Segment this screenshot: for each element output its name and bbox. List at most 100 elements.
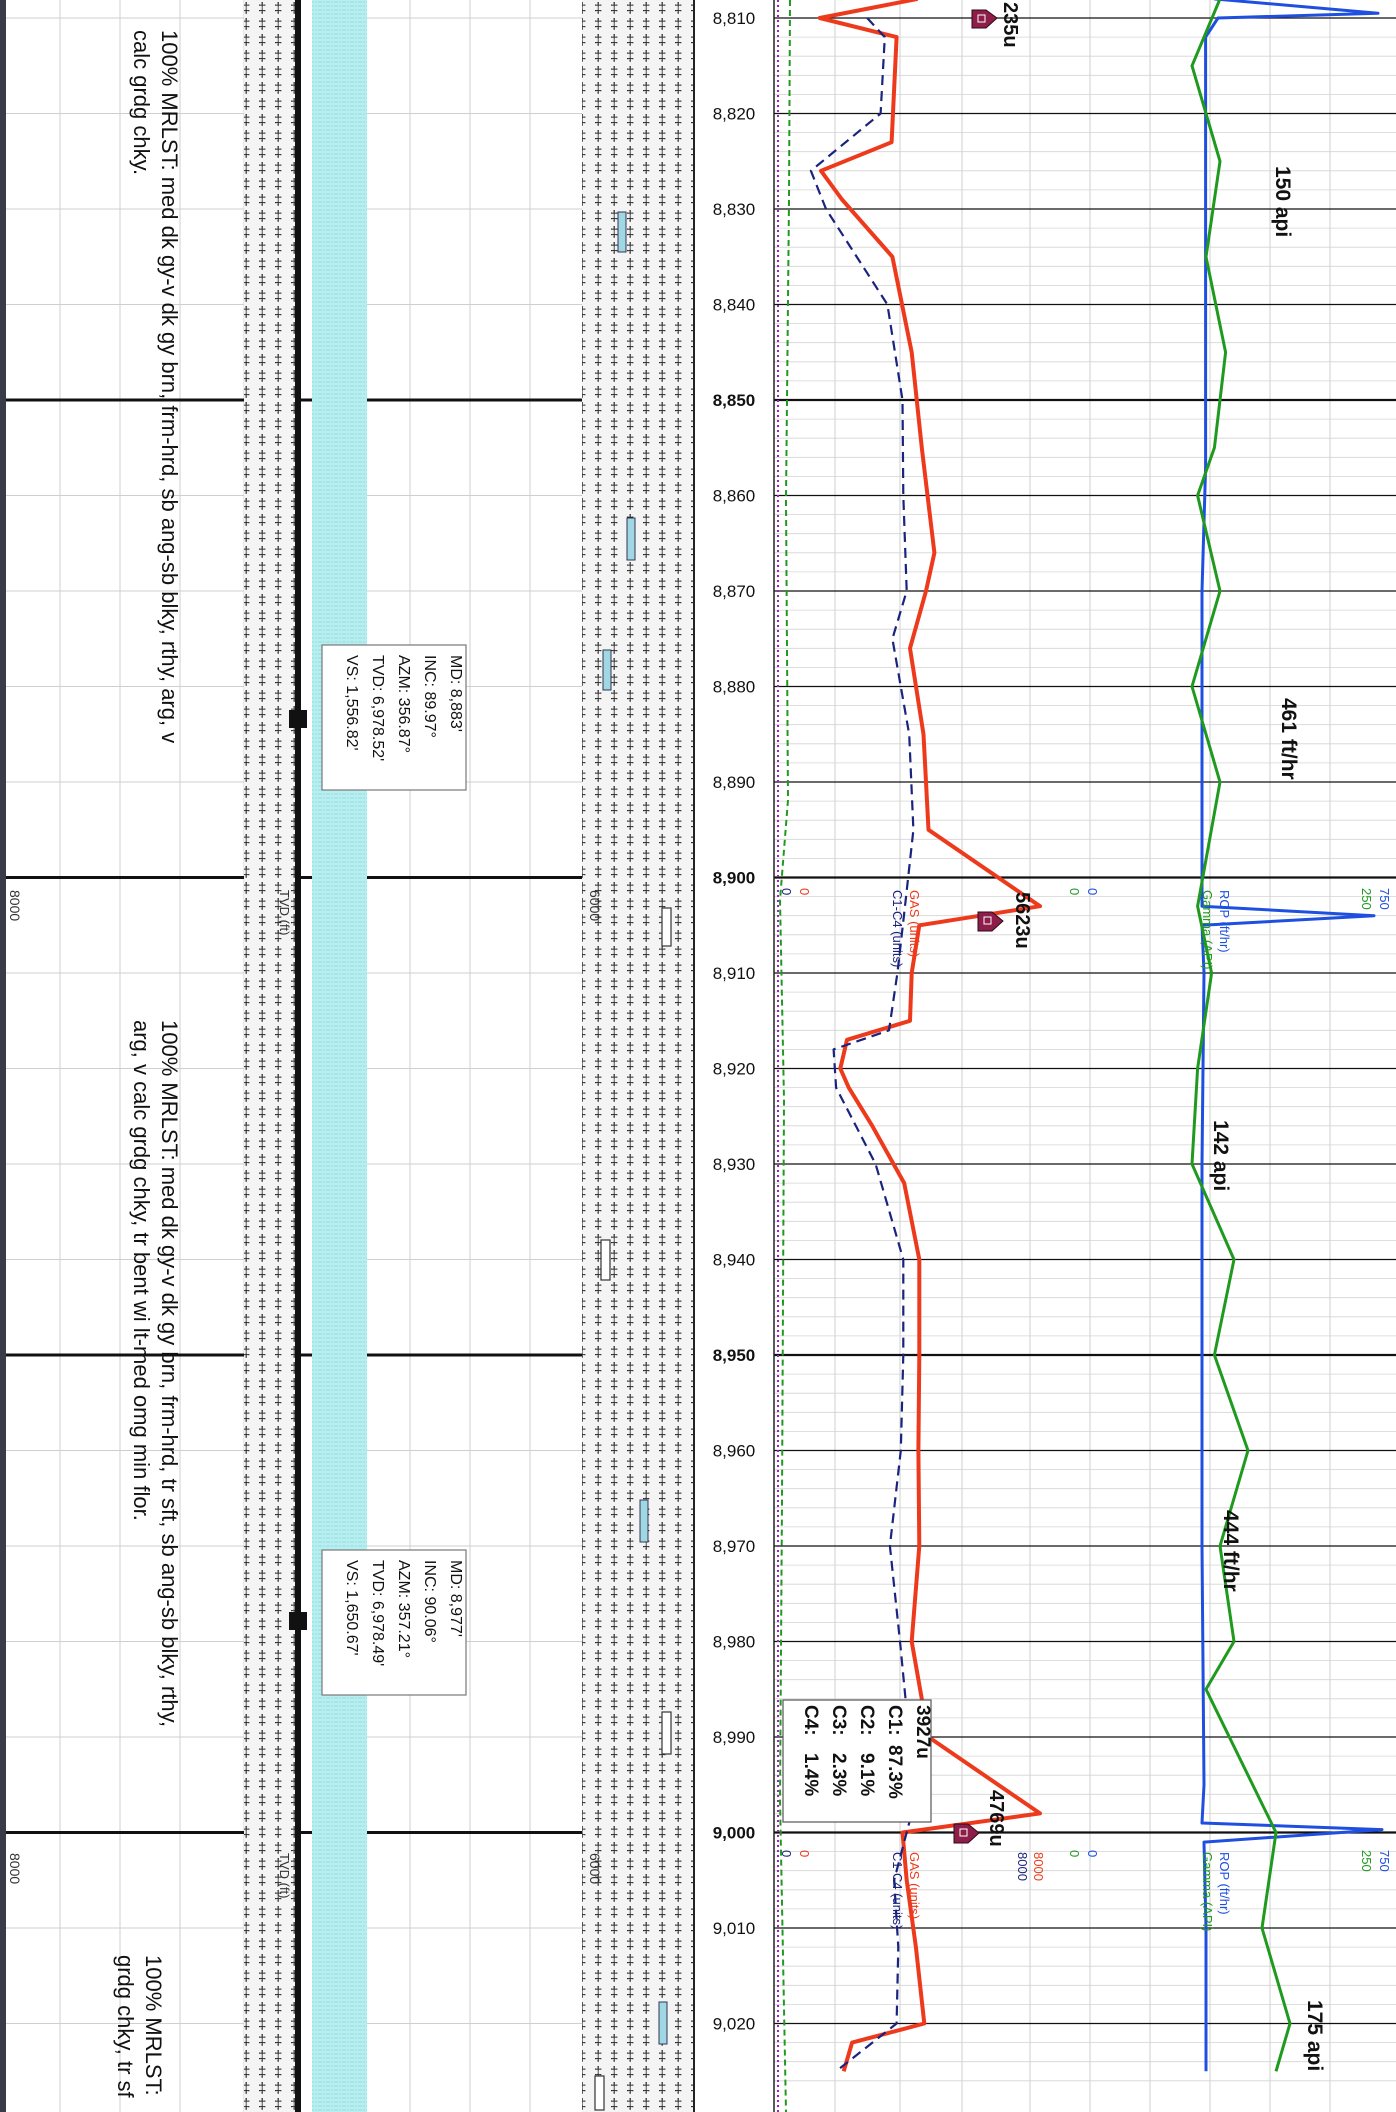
svg-text:TVD (ft): TVD (ft) (277, 1853, 292, 1899)
svg-text:0: 0 (779, 1850, 794, 1857)
svg-text:arg, v calc grdg chky, tr bent: arg, v calc grdg chky, tr bent wi lt-med… (129, 1020, 154, 1521)
accessory-icon (658, 2001, 668, 2045)
svg-text:ROP (ft/hr): ROP (ft/hr) (1217, 1852, 1232, 1915)
svg-text:0: 0 (1085, 888, 1100, 895)
svg-text:C1-C4 (units): C1-C4 (units) (890, 890, 905, 967)
survey-marker-icon (289, 710, 307, 728)
wellbore-cyan-band (312, 0, 367, 2112)
lithology-description-1: 100% MRLST: med dk gy-v dk gy brn, frm-h… (129, 30, 182, 743)
svg-text:750: 750 (1377, 888, 1392, 910)
lithology-description-3: 100% MRLST: grdg chky, tr sf (113, 1955, 166, 2099)
text-layer: 100% MRLST: med dk gy-v dk gy brn, frm-h… (7, 2, 1392, 2099)
svg-text:C3:: C3: (828, 1705, 849, 1736)
lithology-column-right (582, 0, 694, 2112)
log-curves (777, 0, 1384, 2112)
gas-curve (817, 0, 1042, 2072)
depth-label: 8,960 (713, 1442, 756, 1461)
svg-text:8000: 8000 (7, 1853, 23, 1884)
gas-peak-label: 235u (999, 2, 1021, 48)
svg-text:MD: 8,977': MD: 8,977' (447, 1560, 464, 1637)
gamma-annotation: 175 api (1303, 2000, 1326, 2071)
rop-annotation: 461 ft/hr (1277, 698, 1300, 780)
depth-label: 8,970 (713, 1537, 756, 1556)
depth-label: 8,870 (713, 582, 756, 601)
depth-label: 9,000 (713, 1824, 756, 1843)
depth-label: 8,980 (713, 1633, 756, 1652)
svg-text:6000: 6000 (587, 890, 603, 921)
accessory-icon (602, 649, 612, 691)
svg-text:100% MRLST: med dk gy-v dk gy: 100% MRLST: med dk gy-v dk gy brn, frm-h… (157, 1020, 182, 1727)
depth-label: 8,950 (713, 1346, 756, 1365)
svg-text:3927u: 3927u (912, 1705, 933, 1759)
svg-text:250: 250 (1359, 1850, 1374, 1872)
accessory-icon (661, 907, 672, 947)
left-border-strip (0, 0, 6, 2112)
svg-text:AZM: 357.21°: AZM: 357.21° (395, 1560, 412, 1658)
gas-peak-marker-icon (953, 1823, 980, 1844)
svg-text:TVD: 6,978.49': TVD: 6,978.49' (369, 1560, 386, 1666)
svg-text:AZM: 356.87°: AZM: 356.87° (395, 655, 412, 753)
svg-text:TVD (ft): TVD (ft) (277, 890, 292, 936)
svg-text:GAS (units): GAS (units) (907, 1852, 922, 1919)
svg-text:1.4%: 1.4% (800, 1753, 821, 1796)
svg-text:100% MRLST:: 100% MRLST: (141, 1955, 166, 2096)
svg-text:100% MRLST: med dk gy-v dk gy: 100% MRLST: med dk gy-v dk gy brn, frm-h… (157, 30, 182, 743)
svg-text:9.1%: 9.1% (856, 1753, 877, 1796)
tvd-scale-header-2: 8000 6000 TVD (ft) (7, 1853, 603, 1899)
depth-label: 8,830 (713, 200, 756, 219)
svg-text:C1:: C1: (884, 1705, 905, 1736)
svg-text:8000: 8000 (1015, 1852, 1030, 1881)
svg-text:VS: 1,650.67': VS: 1,650.67' (343, 1560, 360, 1656)
gamma-annotation: 142 api (1209, 1120, 1232, 1191)
svg-text:C2:: C2: (856, 1705, 877, 1736)
lithology-description-2: 100% MRLST: med dk gy-v dk gy brn, frm-h… (129, 1020, 182, 1727)
gas-peak-label: 4769u (985, 1790, 1007, 1847)
svg-text:250: 250 (1359, 888, 1374, 910)
depth-label: 8,820 (713, 105, 756, 124)
rop-curve (1200, 0, 1384, 2072)
depth-label: 8,850 (713, 391, 756, 410)
svg-text:0: 0 (797, 888, 812, 895)
svg-text:INC: 90.06°: INC: 90.06° (421, 1560, 438, 1643)
gas-peak-marker-icon (977, 911, 1004, 932)
survey-box-1: MD: 8,883' INC: 89.97° AZM: 356.87° TVD:… (321, 644, 467, 791)
svg-text:2.3%: 2.3% (828, 1753, 849, 1796)
svg-text:Gamma (API): Gamma (API) (1200, 890, 1215, 969)
accessory-icon (594, 2075, 605, 2111)
svg-text:TVD: 6,978.52': TVD: 6,978.52' (369, 655, 386, 761)
svg-text:750: 750 (1377, 1850, 1392, 1872)
svg-text:calc grdg chky.: calc grdg chky. (129, 30, 154, 175)
svg-text:INC: 89.97°: INC: 89.97° (421, 655, 438, 738)
depth-label: 9,010 (713, 1919, 756, 1938)
rop-annotation: 444 ft/hr (1219, 1510, 1242, 1592)
accessory-icon (661, 1711, 672, 1755)
c1c4-curve (809, 17, 915, 2073)
depth-label: 8,890 (713, 773, 756, 792)
depth-label: 8,840 (713, 296, 756, 315)
survey-box-2: MD: 8,977' INC: 90.06° AZM: 357.21° TVD:… (321, 1549, 467, 1696)
svg-text:GAS (units): GAS (units) (907, 890, 922, 957)
tvd-scale-header-1: 8000 6000 TVD (ft) (7, 890, 603, 936)
svg-text:0: 0 (1067, 888, 1082, 895)
svg-text:ROP (ft/hr): ROP (ft/hr) (1217, 890, 1232, 953)
lithology-column-left (244, 0, 300, 2112)
accessory-icon (639, 1499, 649, 1543)
svg-text:C4:: C4: (800, 1705, 821, 1736)
svg-text:8000: 8000 (1031, 1852, 1046, 1881)
depth-label: 8,930 (713, 1155, 756, 1174)
gas-peak-marker-icon (971, 9, 998, 29)
depth-label: 8,990 (713, 1728, 756, 1747)
gamma-curve (1190, 0, 1292, 2072)
svg-text:Gamma (API): Gamma (API) (1200, 1852, 1215, 1931)
svg-text:0: 0 (797, 1850, 812, 1857)
depth-label: 8,900 (713, 869, 756, 888)
accessory-icon (626, 517, 636, 561)
gamma-annotation: 150 api (1271, 166, 1294, 237)
depth-label: 9,020 (713, 2015, 756, 2034)
gas-composition-box: 3927u C1: 87.3% C2: 9.1% C3: 2.3% C4: 1.… (782, 1699, 933, 1823)
svg-text:VS: 1,556.82': VS: 1,556.82' (343, 655, 360, 751)
gas-scale-header-2: 0 0 GAS (units) C1-C4 (units) 8000 8000 … (779, 1850, 1392, 1931)
depth-scale: 8,810 8,820 8,830 8,840 8,850 8,860 8,870 8,880… (713, 9, 756, 2034)
depth-label: 8,860 (713, 487, 756, 506)
